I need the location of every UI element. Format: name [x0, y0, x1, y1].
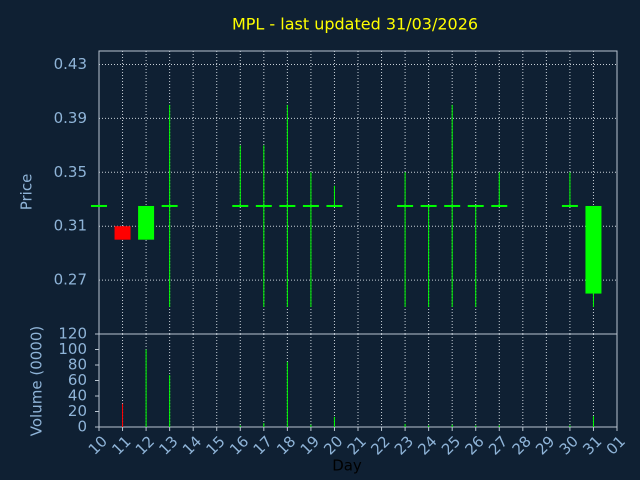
candle-body: [585, 205, 602, 294]
candle-body: [397, 204, 414, 207]
y-tick-label: 0.43: [54, 55, 87, 73]
candle-body: [91, 204, 107, 207]
y2-tick-label: 0: [77, 418, 87, 436]
y-tick-label: 0.35: [54, 163, 87, 181]
candle-body: [467, 204, 484, 207]
chart-title: MPL - last updated 31/03/2026: [232, 15, 478, 34]
y2-tick-label: 120: [58, 325, 87, 343]
y-tick-label: 0.27: [54, 271, 87, 289]
candle-body: [302, 204, 319, 207]
candle-body: [255, 204, 272, 207]
y2-tick-label: 60: [68, 371, 87, 389]
y2-axis-label: Volume (0000): [28, 326, 46, 436]
y2-tick-label: 100: [58, 340, 87, 358]
candle-body: [326, 204, 343, 207]
candle-body: [420, 204, 437, 207]
candle-body: [232, 204, 249, 207]
y2-tick-label: 20: [68, 402, 87, 420]
y-axis-label: Price: [18, 174, 36, 211]
candle-body: [444, 204, 461, 207]
candle-body: [138, 205, 155, 240]
y2-tick-label: 80: [68, 356, 87, 374]
candle-body: [161, 204, 178, 207]
candle-body: [114, 226, 131, 240]
y2-tick-label: 40: [68, 387, 87, 405]
y-tick-label: 0.31: [54, 217, 87, 235]
x-axis-label: Day: [332, 457, 362, 475]
volume-frame: [98, 333, 618, 428]
y-tick-label: 0.39: [54, 109, 87, 127]
candle-body: [279, 204, 296, 207]
candle-body: [561, 204, 578, 207]
candle-body: [491, 204, 508, 207]
